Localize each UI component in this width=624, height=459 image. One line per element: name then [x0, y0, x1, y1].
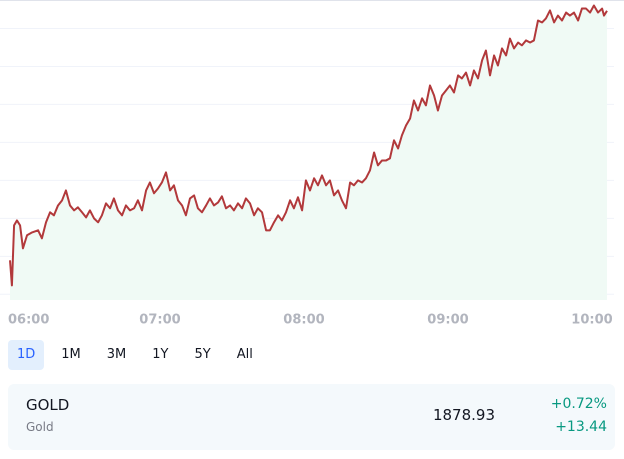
range-button[interactable]: 1D: [8, 340, 45, 370]
range-selector: 1D 1M 3M 1Y 5Y All: [8, 340, 270, 370]
range-button[interactable]: 5Y: [194, 347, 211, 362]
chart: 06:00 07:00 08:00 09:00 10:00: [0, 0, 624, 328]
quote-card[interactable]: GOLD Gold 1878.93 +0.72% +13.44: [8, 384, 615, 450]
x-tick-label: 07:00: [139, 313, 180, 328]
x-tick-label: 08:00: [283, 313, 324, 328]
range-button[interactable]: All: [236, 347, 253, 362]
range-button[interactable]: 3M: [106, 347, 127, 362]
price: 1878.93: [432, 406, 495, 424]
price-line: [9, 4, 608, 287]
change: +13.44: [555, 419, 607, 435]
symbol-name: Gold: [26, 420, 54, 434]
range-button[interactable]: 1M: [61, 347, 81, 362]
range-button[interactable]: 1Y: [152, 347, 169, 362]
x-tick-label: 09:00: [427, 313, 468, 328]
symbol: GOLD: [26, 396, 70, 414]
change-percent: +0.72%: [550, 396, 607, 412]
area: [10, 5, 607, 300]
x-tick-label: 06:00: [8, 313, 49, 328]
x-tick-label: 10:00: [571, 313, 612, 328]
